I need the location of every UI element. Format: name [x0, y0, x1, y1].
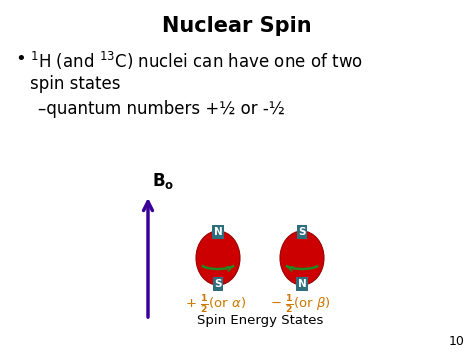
Text: $\mathbf{B_o}$: $\mathbf{B_o}$: [152, 171, 174, 191]
Text: S: S: [298, 227, 306, 237]
Text: $^{1}$H (and $^{13}$C) nuclei can have one of two
spin states: $^{1}$H (and $^{13}$C) nuclei can have o…: [30, 50, 363, 93]
Text: Nuclear Spin: Nuclear Spin: [162, 16, 312, 36]
Text: N: N: [214, 227, 222, 237]
Ellipse shape: [280, 231, 324, 285]
Text: Spin Energy States: Spin Energy States: [197, 314, 323, 327]
Text: S: S: [214, 279, 222, 289]
Text: •: •: [15, 50, 26, 68]
Text: 10: 10: [449, 335, 465, 348]
Text: –quantum numbers +½ or -½: –quantum numbers +½ or -½: [38, 100, 285, 118]
Text: + $\frac{\mathbf{1}}{\mathbf{2}}$(or $\alpha$): + $\frac{\mathbf{1}}{\mathbf{2}}$(or $\a…: [185, 294, 246, 316]
Ellipse shape: [196, 231, 240, 285]
Text: $-$ $\frac{\mathbf{1}}{\mathbf{2}}$(or $\beta$): $-$ $\frac{\mathbf{1}}{\mathbf{2}}$(or $…: [270, 294, 330, 316]
Text: N: N: [298, 279, 306, 289]
